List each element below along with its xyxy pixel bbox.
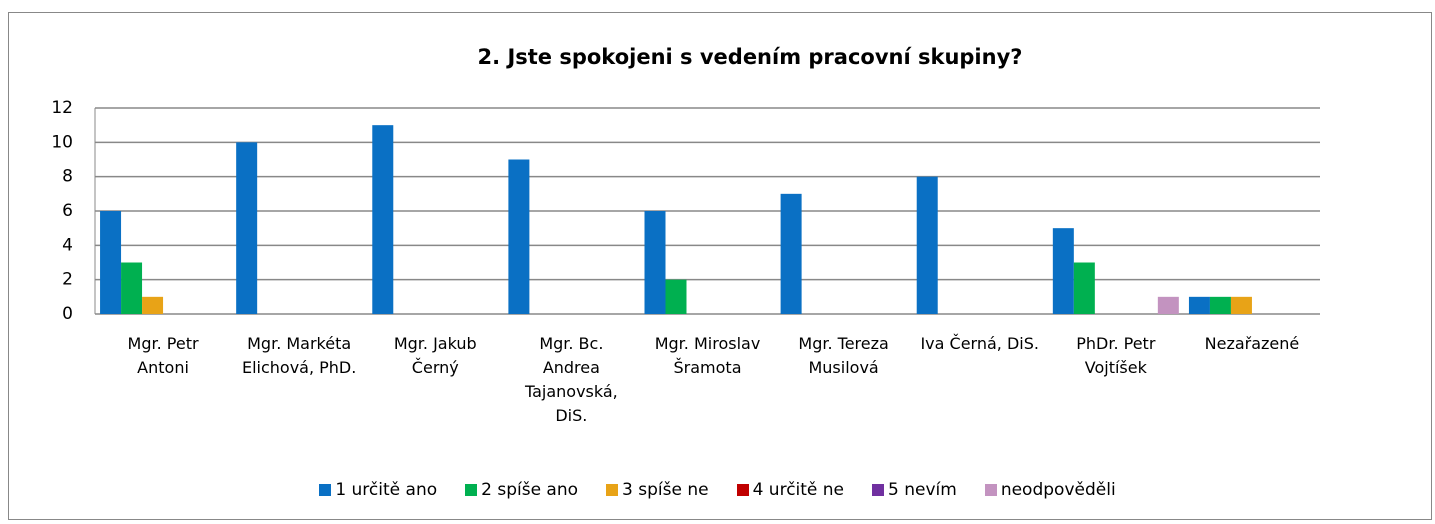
legend-item: 4 určitě ne	[736, 480, 845, 500]
bar	[508, 159, 530, 314]
y-tick-label: 2	[62, 270, 73, 290]
x-tick-label: PhDr. Petr Vojtíšek	[1076, 334, 1156, 377]
bar	[236, 142, 258, 314]
y-tick-label: 0	[62, 304, 73, 324]
y-tick-label: 8	[62, 167, 73, 187]
legend-item: 3 spíše ne	[606, 480, 709, 500]
bar	[780, 193, 802, 314]
legend-label: 1 určitě ano	[335, 480, 438, 500]
bar	[121, 262, 143, 314]
bar	[1209, 296, 1231, 314]
bar	[1230, 296, 1252, 314]
x-tick-label: Mgr. Markéta Elichová, PhD.	[241, 334, 357, 377]
bar	[1052, 228, 1074, 314]
legend-item: 1 určitě ano	[319, 480, 437, 500]
legend-label: 5 nevím	[888, 480, 957, 500]
x-tick-label: Mgr. Bc. Andrea Tajanovská, DiS.	[524, 334, 618, 425]
x-tick-label: Mgr. Tereza Musilová	[798, 334, 889, 377]
legend: 1 určitě ano 2 spíše ano 3 spíše ne 4 určit…	[0, 480, 1435, 500]
legend-label: neodpověděli	[1000, 480, 1116, 500]
x-tick-label: Iva Černá, DiS.	[920, 334, 1039, 353]
bar	[1073, 262, 1095, 314]
y-tick-label: 4	[62, 235, 73, 255]
legend-item: 2 spíše ano	[465, 480, 578, 500]
bar	[916, 176, 938, 314]
legend-item: 5 nevím	[872, 480, 957, 500]
legend-label: 2 spíše ano	[481, 480, 579, 500]
y-tick-label: 10	[51, 132, 73, 152]
legend-swatch	[465, 484, 478, 496]
legend-swatch	[736, 484, 749, 496]
legend-swatch	[606, 484, 619, 496]
legend-swatch	[319, 484, 332, 496]
bar	[1157, 296, 1179, 314]
y-tick-label: 12	[51, 98, 73, 118]
legend-swatch	[872, 484, 885, 496]
legend-label: 4 určitě ne	[752, 480, 845, 500]
x-tick-label: Mgr. Jakub Černý	[393, 334, 477, 377]
legend-swatch	[984, 484, 997, 496]
bar	[1188, 296, 1210, 314]
bar	[644, 211, 666, 314]
x-tick-label: Mgr. Petr Antoni	[127, 334, 199, 377]
x-tick-label: Mgr. Miroslav Šramota	[654, 334, 761, 377]
bar	[665, 279, 687, 314]
legend-item: neodpověděli	[984, 480, 1116, 500]
bar	[100, 211, 122, 314]
bar	[142, 296, 164, 314]
x-tick-label: Nezařazené	[1204, 334, 1300, 353]
chart-title: 2. Jste spokojeni s vedením pracovní sku…	[478, 45, 1023, 69]
y-tick-label: 6	[62, 201, 73, 221]
legend-label: 3 spíše ne	[622, 480, 709, 500]
bar	[372, 125, 394, 315]
chart-frame	[8, 12, 1432, 520]
